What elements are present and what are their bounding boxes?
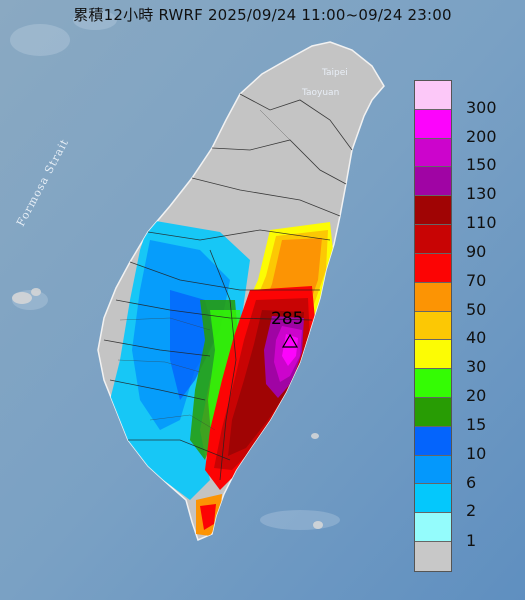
- legend-swatch: [415, 426, 451, 456]
- place-label-taoyuan: Taoyuan: [302, 88, 340, 98]
- legend-swatch: [415, 196, 451, 226]
- legend-swatch: [415, 397, 451, 427]
- legend-label: 2: [466, 501, 477, 521]
- legend-swatch: [415, 311, 451, 341]
- legend-label: 15: [466, 414, 487, 434]
- legend-label: 90: [466, 241, 487, 261]
- legend-swatch: [415, 513, 451, 542]
- legend-label: 6: [466, 472, 477, 492]
- legend-swatch: [415, 369, 451, 398]
- legend-swatch: [415, 138, 451, 168]
- legend-label: 110: [466, 213, 497, 233]
- legend-label: 20: [466, 386, 487, 406]
- legend-label: 300: [466, 97, 497, 117]
- legend-swatch: [415, 542, 451, 571]
- place-label-taipei: Taipei: [322, 68, 348, 78]
- map-title: 累積12小時 RWRF 2025/09/24 11:00~09/24 23:00: [73, 6, 452, 24]
- legend-swatch: [415, 109, 451, 139]
- legend-label: 130: [466, 184, 497, 204]
- peak-marker: [281, 333, 299, 348]
- legend-swatch: [415, 81, 451, 110]
- legend-label: 30: [466, 357, 487, 377]
- legend-label: 70: [466, 270, 487, 290]
- legend-label: 50: [466, 299, 487, 319]
- legend-label: 200: [466, 126, 497, 146]
- legend-swatch: [415, 167, 451, 197]
- legend-label: 40: [466, 328, 487, 348]
- legend-swatch: [415, 282, 451, 312]
- legend-swatch: [415, 484, 451, 514]
- legend-label: 10: [466, 443, 487, 463]
- peak-value-label: 285: [271, 309, 304, 329]
- legend-label: 1: [466, 531, 477, 551]
- legend-swatch: [415, 225, 451, 254]
- legend-swatch: [415, 455, 451, 485]
- legend-label: 150: [466, 155, 497, 175]
- legend-swatch: [415, 253, 451, 283]
- color-legend: [414, 80, 452, 572]
- legend-swatch: [415, 340, 451, 370]
